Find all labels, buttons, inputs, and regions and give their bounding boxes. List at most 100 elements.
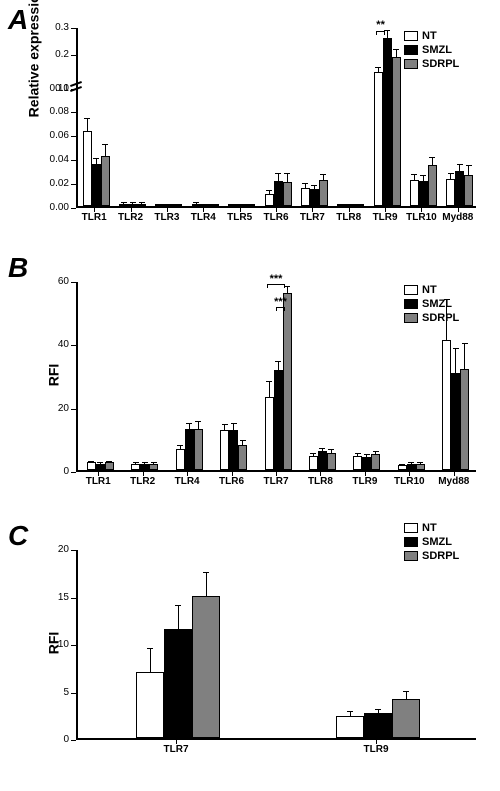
error-cap [266,381,272,382]
bar [155,204,164,206]
legend-swatch [404,59,418,69]
x-tick-label: Myd88 [438,476,469,487]
panel-label-b: B [8,252,28,284]
y-tick: 0.3 [55,22,69,33]
y-tick: 60 [58,276,69,287]
bar [96,464,105,470]
bar [265,397,274,470]
bar [192,596,220,739]
error-cap [266,190,272,191]
y-tick: 0.02 [50,178,69,189]
legend: NTSMZLSDRPL [404,284,459,326]
error-cap [93,158,99,159]
error-cap [373,451,379,452]
error-bar [464,343,465,368]
x-tick-label: Myd88 [442,212,473,223]
y-tick: 0.1 [55,83,69,94]
bar [137,204,146,206]
legend-swatch [404,313,418,323]
error-bar [468,165,469,175]
error-cap [355,453,361,454]
bar [140,464,149,470]
legend-swatch [404,523,418,533]
y-tick: 40 [58,339,69,350]
bar [371,454,380,470]
x-tick-label: TLR9 [364,744,389,755]
bar [246,204,255,206]
error-bar [269,381,270,397]
y-tick: 10 [58,639,69,650]
error-cap [151,462,157,463]
axis-break [70,80,82,94]
x-tick-label: TLR7 [164,744,189,755]
error-cap [393,49,399,50]
bar [173,204,182,206]
bar [237,204,246,206]
bar [87,462,96,470]
error-cap [375,67,381,68]
error-cap [121,202,127,203]
error-cap [175,605,181,606]
sig-label: ** [376,19,385,31]
error-cap [193,202,199,203]
error-cap [403,691,409,692]
legend-text: SDRPL [422,58,459,70]
error-cap [84,118,90,119]
bar [265,194,274,206]
legend: NTSMZLSDRPL [404,30,459,72]
error-bar [206,572,207,596]
error-cap [411,174,417,175]
legend-text: NT [422,284,437,296]
error-cap [186,423,192,424]
bar [318,451,327,470]
error-bar [455,348,456,373]
error-cap [399,464,405,465]
x-tick-label: TLR9 [373,212,398,223]
error-cap [202,204,208,205]
error-cap [195,421,201,422]
error-cap [147,648,153,649]
error-cap [231,423,237,424]
bar [460,369,469,470]
legend-swatch [404,551,418,561]
error-cap [310,453,316,454]
bar [407,464,416,470]
error-bar [178,605,179,629]
bar [327,453,336,470]
x-tick-label: TLR8 [308,476,333,487]
error-bar [278,173,279,181]
legend-text: NT [422,522,437,534]
error-bar [287,173,288,183]
x-tick-label: TLR3 [154,212,179,223]
error-cap [97,462,103,463]
bar [283,182,292,206]
error-cap [328,449,334,450]
bar [301,188,310,206]
sig-bracket [376,31,385,35]
bar [131,464,140,470]
bar [101,156,110,206]
bar [451,373,460,470]
error-cap [364,454,370,455]
bar [105,462,114,470]
error-cap [357,204,363,205]
legend-swatch [404,285,418,295]
y-tick: 0 [63,466,69,477]
bar [446,179,455,206]
y-tick: 0.08 [50,106,69,117]
bar [149,464,158,470]
x-tick-label: TLR5 [227,212,252,223]
x-tick-label: TLR2 [118,212,143,223]
x-tick-label: TLR1 [86,476,111,487]
bar [419,181,428,206]
x-tick-label: TLR2 [130,476,155,487]
bar [392,57,401,206]
x-tick-label: TLR10 [406,212,437,223]
error-cap [319,448,325,449]
bar [238,445,247,470]
bar [398,465,407,470]
legend-text: SDRPL [422,550,459,562]
x-tick-label: TLR10 [394,476,425,487]
x-tick-label: TLR1 [82,212,107,223]
bar [362,457,371,470]
